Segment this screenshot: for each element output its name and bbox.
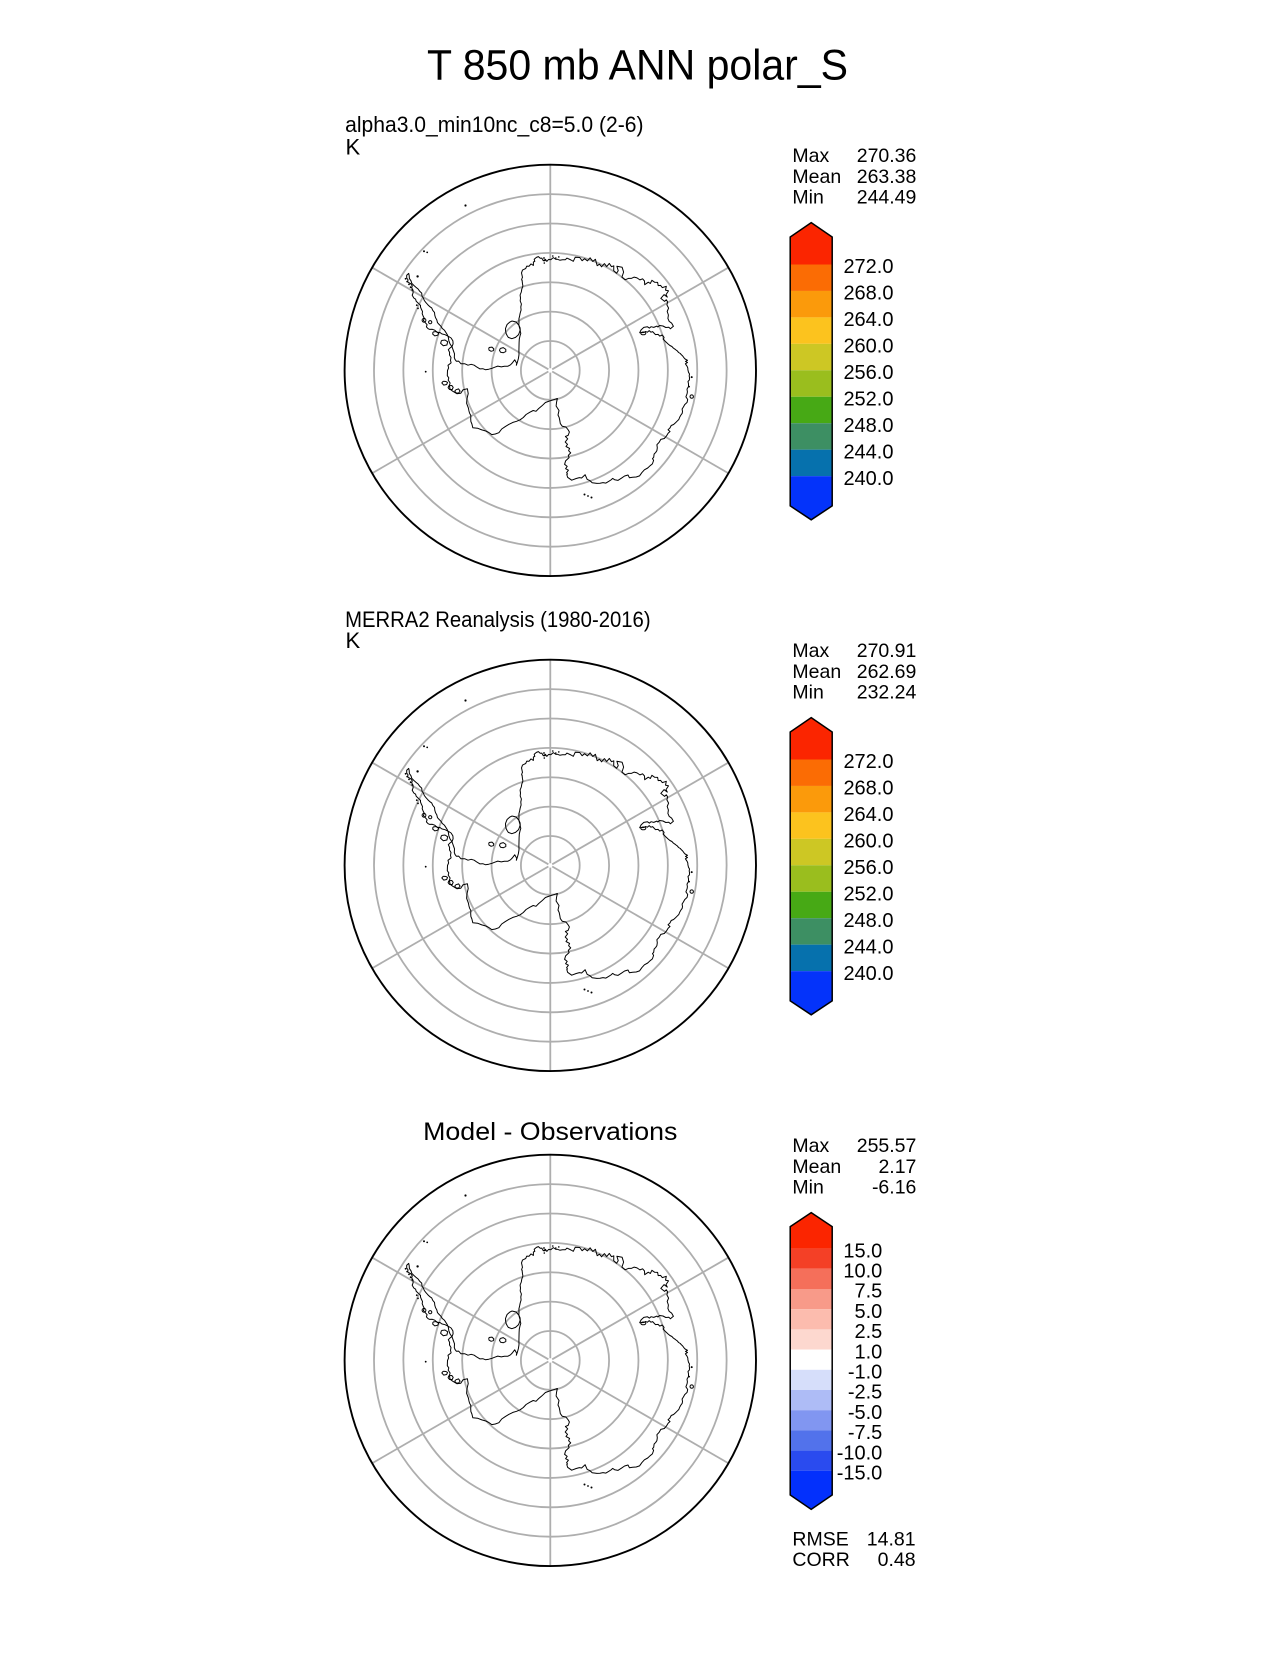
svg-text:Model - Observations: Model - Observations xyxy=(423,1119,677,1146)
svg-text:240.0: 240.0 xyxy=(843,963,893,985)
svg-text:Max: Max xyxy=(792,1135,829,1157)
svg-text:260.0: 260.0 xyxy=(843,336,893,358)
svg-text:2.17: 2.17 xyxy=(878,1156,916,1178)
svg-text:272.0: 272.0 xyxy=(843,256,893,278)
svg-text:263.38: 263.38 xyxy=(857,166,917,188)
svg-text:260.0: 260.0 xyxy=(843,831,893,853)
svg-text:2.5: 2.5 xyxy=(854,1321,882,1343)
svg-text:RMSE: RMSE xyxy=(792,1528,848,1550)
svg-text:-10.0: -10.0 xyxy=(837,1442,883,1464)
svg-text:14.81: 14.81 xyxy=(867,1528,916,1550)
svg-text:K: K xyxy=(346,134,361,159)
svg-text:264.0: 264.0 xyxy=(843,309,893,331)
svg-text:270.91: 270.91 xyxy=(857,640,917,662)
svg-text:256.0: 256.0 xyxy=(843,857,893,879)
svg-text:268.0: 268.0 xyxy=(843,283,893,305)
svg-text:252.0: 252.0 xyxy=(843,389,893,411)
svg-text:255.57: 255.57 xyxy=(857,1135,917,1157)
svg-text:248.0: 248.0 xyxy=(843,415,893,437)
svg-text:272.0: 272.0 xyxy=(843,751,893,773)
svg-text:5.0: 5.0 xyxy=(854,1301,882,1323)
svg-text:256.0: 256.0 xyxy=(843,362,893,384)
svg-text:262.69: 262.69 xyxy=(857,661,917,683)
svg-text:1.0: 1.0 xyxy=(854,1341,882,1363)
svg-text:15.0: 15.0 xyxy=(843,1240,882,1262)
svg-text:270.36: 270.36 xyxy=(857,145,917,167)
svg-text:Mean: Mean xyxy=(792,661,841,683)
svg-text:-5.0: -5.0 xyxy=(848,1402,882,1424)
svg-text:Min: Min xyxy=(792,1177,823,1199)
svg-text:T 850 mb ANN polar_S: T 850 mb ANN polar_S xyxy=(427,42,848,90)
svg-text:7.5: 7.5 xyxy=(854,1281,882,1303)
svg-text:268.0: 268.0 xyxy=(843,778,893,800)
svg-text:244.49: 244.49 xyxy=(857,187,917,209)
svg-text:-2.5: -2.5 xyxy=(848,1382,882,1404)
svg-text:264.0: 264.0 xyxy=(843,804,893,826)
svg-text:alpha3.0_min10nc_c8=5.0 (2-6): alpha3.0_min10nc_c8=5.0 (2-6) xyxy=(345,112,643,137)
svg-text:Mean: Mean xyxy=(792,166,841,188)
svg-text:Max: Max xyxy=(792,145,829,167)
svg-text:252.0: 252.0 xyxy=(843,884,893,906)
svg-text:-6.16: -6.16 xyxy=(872,1177,916,1199)
svg-text:CORR: CORR xyxy=(792,1549,849,1571)
svg-text:K: K xyxy=(346,628,361,653)
svg-text:-7.5: -7.5 xyxy=(848,1422,882,1444)
svg-text:232.24: 232.24 xyxy=(857,682,917,704)
svg-text:Max: Max xyxy=(792,640,829,662)
svg-text:0.48: 0.48 xyxy=(878,1549,916,1571)
svg-text:-15.0: -15.0 xyxy=(837,1463,883,1485)
svg-text:MERRA2 Reanalysis (1980-2016): MERRA2 Reanalysis (1980-2016) xyxy=(345,607,650,632)
svg-text:Min: Min xyxy=(792,682,823,704)
svg-text:Min: Min xyxy=(792,187,823,209)
svg-text:10.0: 10.0 xyxy=(843,1261,882,1283)
svg-text:248.0: 248.0 xyxy=(843,910,893,932)
svg-text:-1.0: -1.0 xyxy=(848,1362,882,1384)
svg-text:240.0: 240.0 xyxy=(843,468,893,490)
svg-text:Mean: Mean xyxy=(792,1156,841,1178)
svg-text:244.0: 244.0 xyxy=(843,936,893,958)
svg-text:244.0: 244.0 xyxy=(843,441,893,463)
